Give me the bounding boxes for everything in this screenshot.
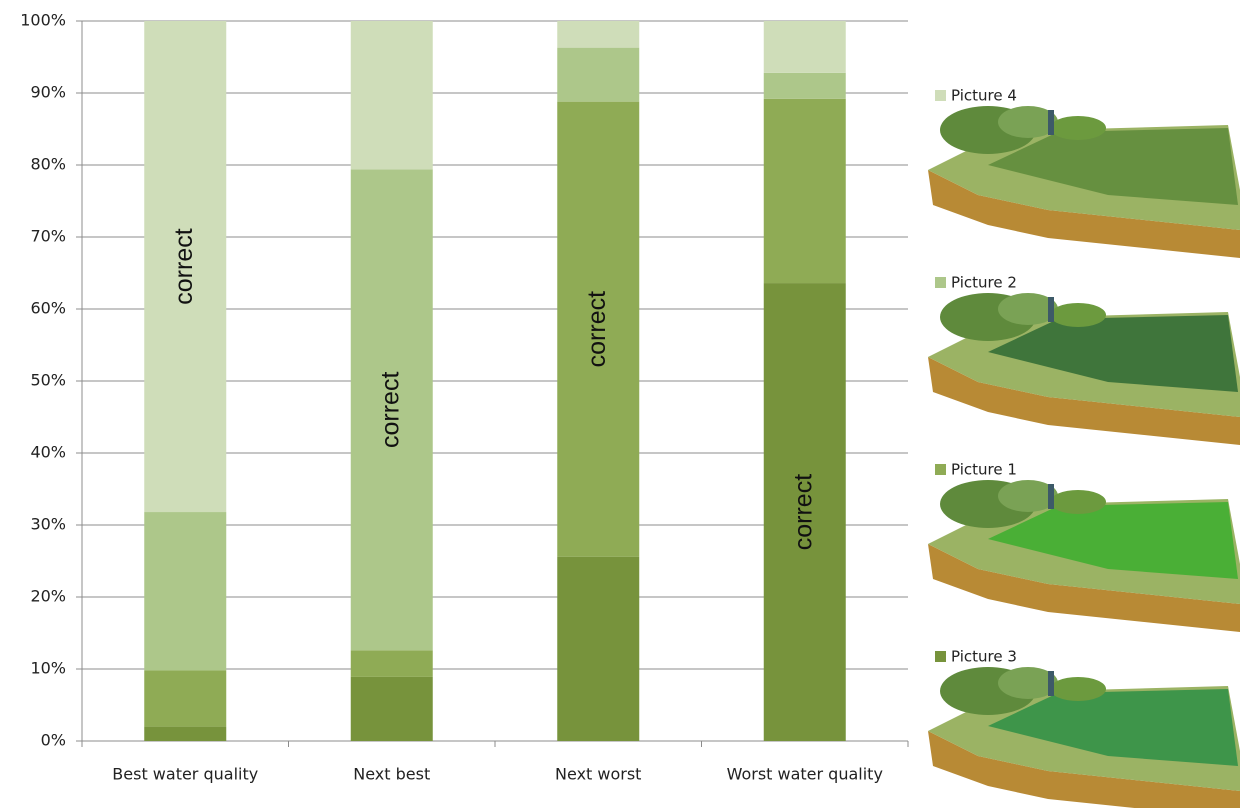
bar-segment bbox=[350, 21, 433, 170]
legend-picture bbox=[928, 480, 1240, 632]
bar-segment bbox=[350, 169, 433, 651]
y-tick-label: 80% bbox=[30, 155, 66, 174]
soil bbox=[928, 544, 1240, 632]
bar-annotation: correct bbox=[170, 228, 198, 304]
trunk bbox=[1048, 297, 1054, 322]
water bbox=[988, 128, 1238, 205]
bar-segment bbox=[350, 676, 433, 741]
water bbox=[988, 315, 1238, 392]
legend-label: Picture 4 bbox=[951, 87, 1017, 105]
soil bbox=[928, 357, 1240, 445]
tree bbox=[998, 293, 1058, 325]
y-tick-label: 50% bbox=[30, 371, 66, 390]
bar-segment bbox=[557, 47, 640, 102]
bar-segment bbox=[763, 72, 846, 99]
shrub bbox=[1050, 303, 1106, 327]
tree bbox=[998, 480, 1058, 512]
y-tick-label: 10% bbox=[30, 659, 66, 678]
tree bbox=[998, 667, 1058, 699]
y-tick-label: 100% bbox=[20, 11, 66, 30]
soil bbox=[928, 170, 1240, 258]
y-tick-label: 0% bbox=[41, 731, 66, 750]
bar-annotation: correct bbox=[376, 372, 404, 448]
legend-picture bbox=[928, 293, 1240, 445]
trunk bbox=[1048, 110, 1054, 135]
water bbox=[988, 689, 1238, 766]
legend-picture bbox=[928, 667, 1240, 808]
bar-segment bbox=[144, 21, 227, 513]
x-tick-label: Next best bbox=[353, 765, 430, 784]
bar-segment bbox=[557, 556, 640, 741]
legend-swatch bbox=[935, 90, 946, 101]
soil bbox=[928, 731, 1240, 808]
shrub bbox=[1050, 677, 1106, 701]
bar-segment bbox=[350, 650, 433, 677]
legend-swatch bbox=[935, 464, 946, 475]
legend-label: Picture 3 bbox=[951, 648, 1017, 666]
x-tick-label: Worst water quality bbox=[727, 765, 883, 784]
legend-label: Picture 1 bbox=[951, 461, 1017, 479]
x-tick-label: Best water quality bbox=[112, 765, 258, 784]
shrub bbox=[1050, 490, 1106, 514]
bar-segment bbox=[557, 101, 640, 557]
legend-swatch bbox=[935, 651, 946, 662]
bar-segment bbox=[144, 670, 227, 727]
y-tick-label: 20% bbox=[30, 587, 66, 606]
bar-segment bbox=[144, 512, 227, 671]
bar-segment bbox=[763, 283, 846, 741]
trunk bbox=[1048, 484, 1054, 509]
bar-segment bbox=[763, 98, 846, 284]
y-tick-label: 70% bbox=[30, 227, 66, 246]
tree bbox=[998, 106, 1058, 138]
y-tick-label: 60% bbox=[30, 299, 66, 318]
y-tick-label: 40% bbox=[30, 443, 66, 462]
x-tick-label: Next worst bbox=[555, 765, 641, 784]
legend-picture bbox=[928, 106, 1240, 258]
y-tick-label: 30% bbox=[30, 515, 66, 534]
bar-annotation: correct bbox=[789, 474, 817, 550]
water bbox=[988, 502, 1238, 579]
y-tick-label: 90% bbox=[30, 83, 66, 102]
legend-swatch bbox=[935, 277, 946, 288]
legend-label: Picture 2 bbox=[951, 274, 1017, 292]
bar-segment bbox=[144, 726, 227, 741]
bar-annotation: correct bbox=[583, 291, 611, 367]
bar-segment bbox=[763, 21, 846, 73]
shrub bbox=[1050, 116, 1106, 140]
trunk bbox=[1048, 671, 1054, 696]
bar-segment bbox=[557, 21, 640, 48]
